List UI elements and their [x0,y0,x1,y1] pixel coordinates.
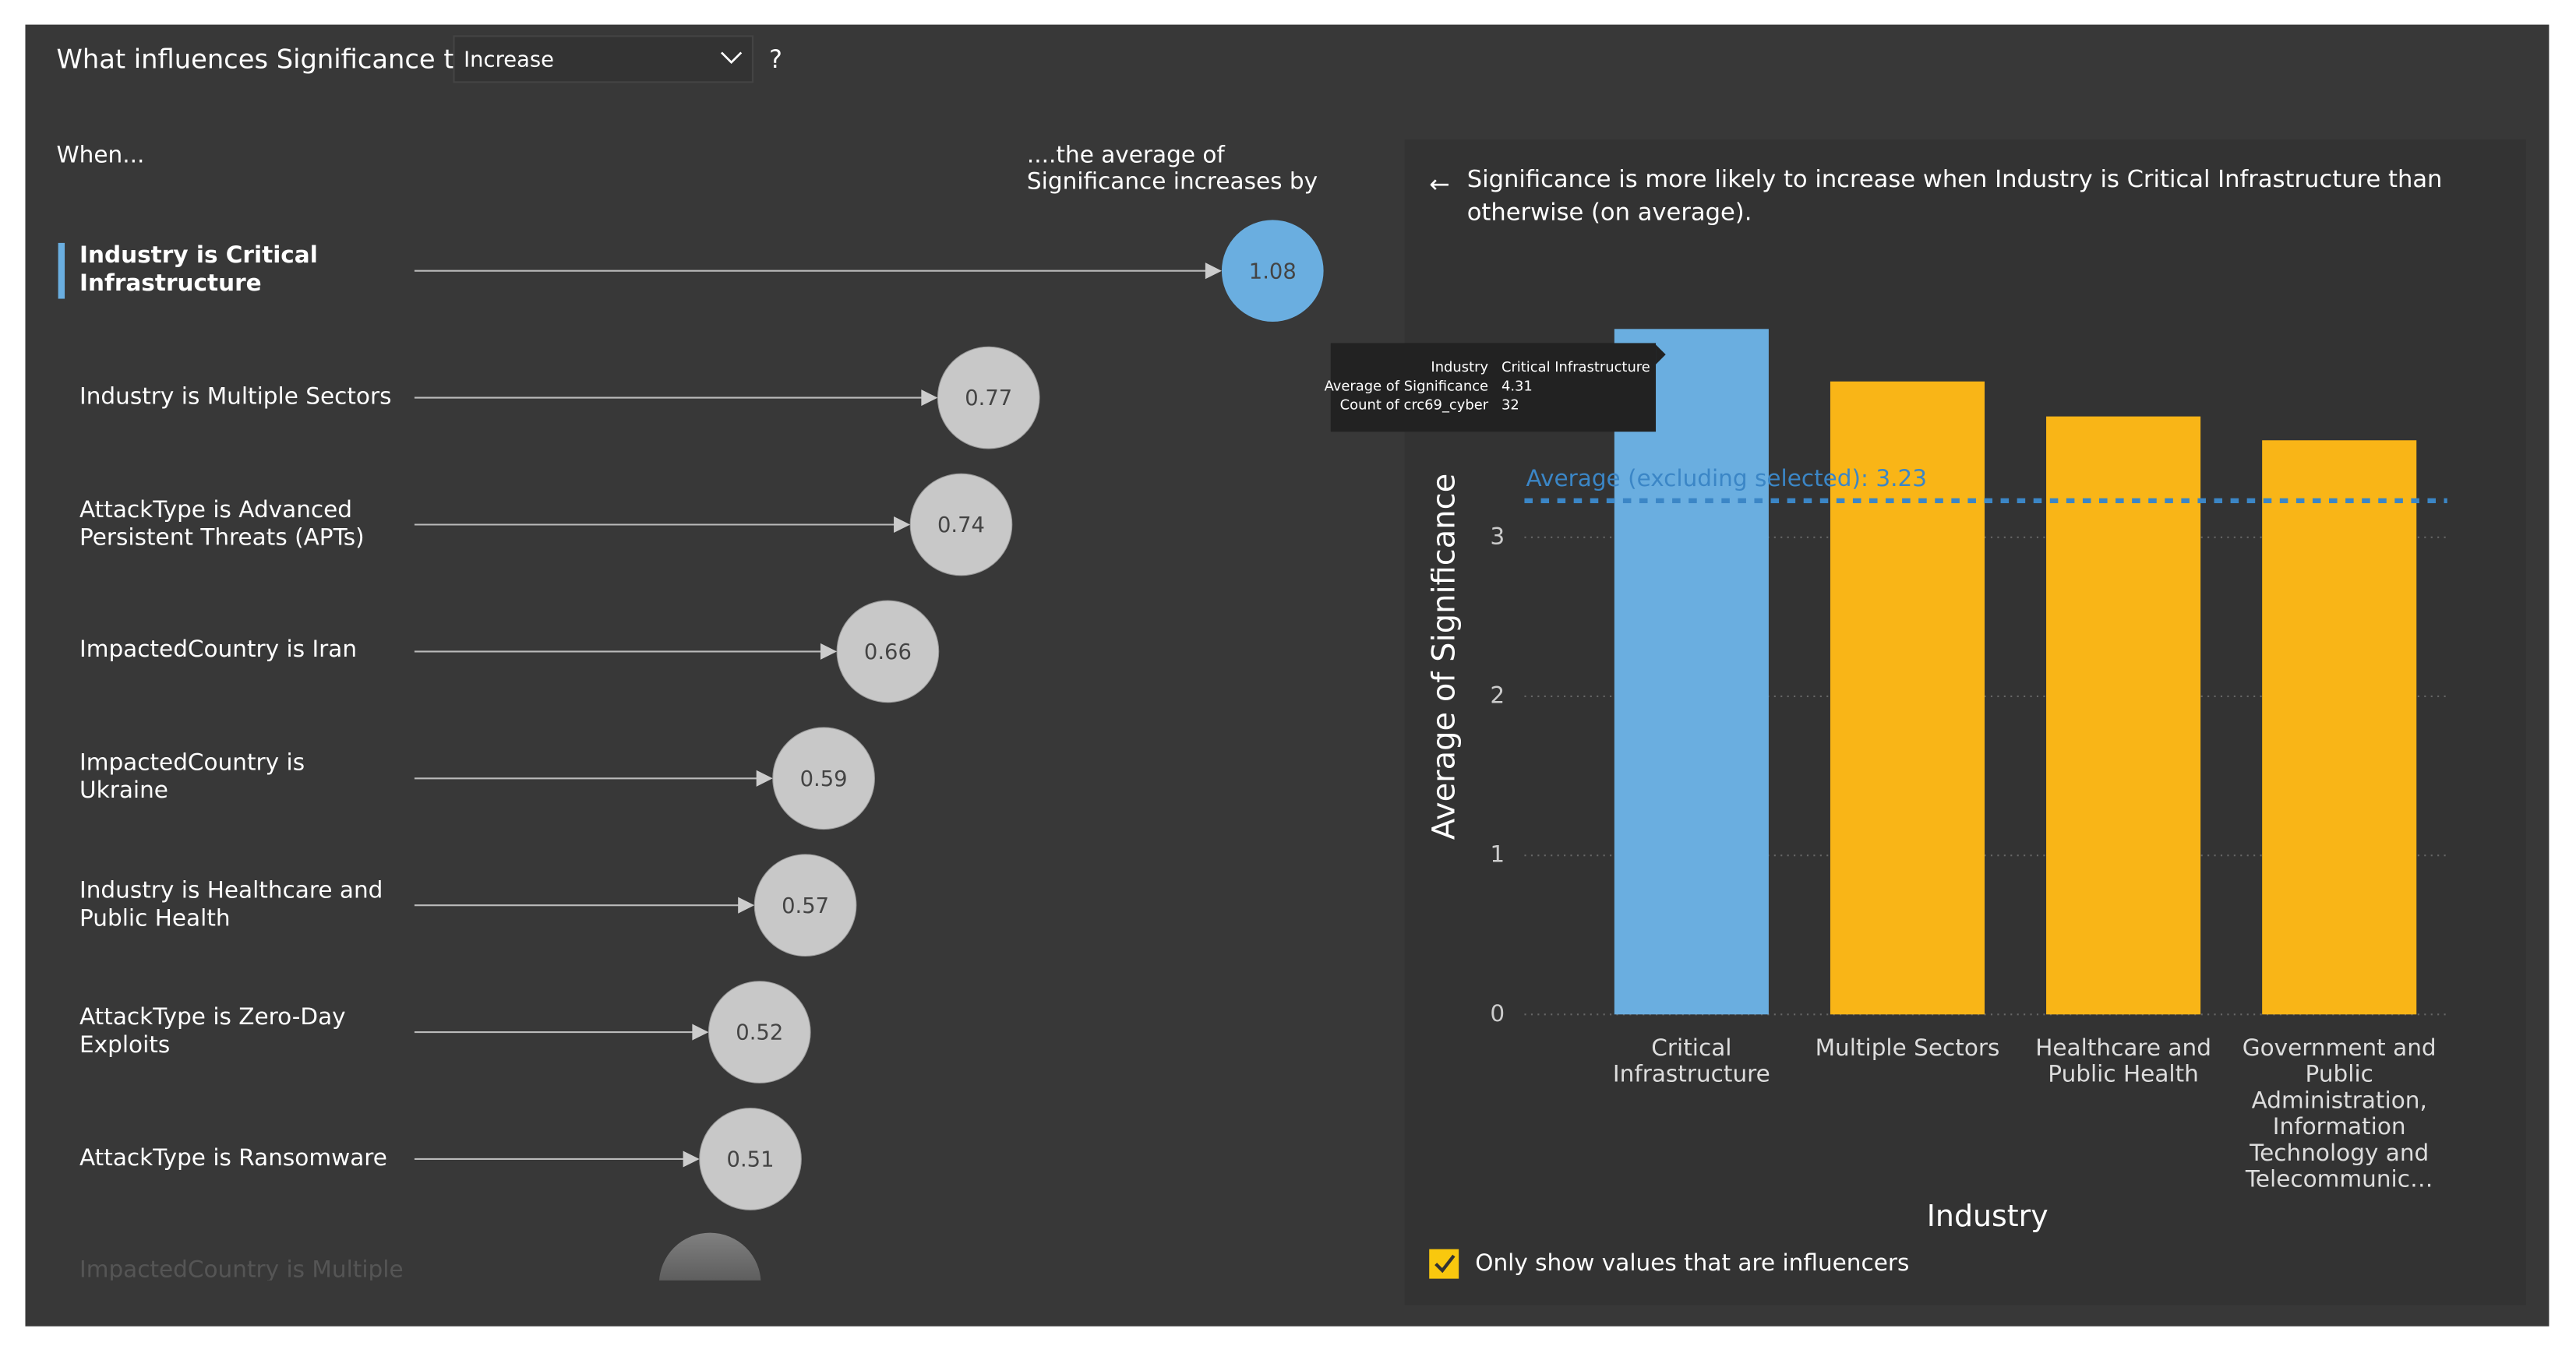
checkbox-label[interactable]: Only show values that are influencers [1475,1249,1909,1276]
influencer-label: ImpactedCountry is Ukraine [79,750,305,805]
dropdown[interactable] [453,35,754,83]
influencer-label: AttackType is Zero-Day Exploits [79,1004,346,1059]
checkbox[interactable] [1429,1249,1459,1279]
arrow-head [692,1024,709,1041]
y-tick-label: 2 [1490,682,1505,708]
influence-bubble [836,600,940,703]
header-prefix: What influences Significance to [57,44,471,74]
influence-value: 0.51 [727,1148,775,1172]
bar [2262,440,2417,1015]
selection-accent [58,242,65,299]
influencer-label-box: AttackType is Zero-Day Exploits [79,1004,346,1059]
influencer-label: ImpactedCountry is Iran [79,637,358,664]
arrow-head [820,643,838,660]
influencer-label: AttackType is Ransomware [79,1145,387,1172]
influence-value: 1.08 [1249,259,1297,284]
bar [1614,329,1769,1015]
tooltip-pointer [1656,344,1666,365]
influence-bubble [753,854,857,957]
faded-label: ImpactedCountry is Multiple [79,1256,404,1283]
y-axis-label: Average of Significance [1426,474,1462,840]
arrow-head [921,389,938,407]
faded-bubble [659,1232,761,1281]
tooltip-key: Count of crc69_cyber [1340,397,1489,414]
x-tick-label: Critical Infrastructure [1612,1035,1770,1089]
influence-bubble [708,981,811,1083]
influence-bubble [699,1108,802,1210]
influence-value: 0.66 [864,640,912,664]
influence-bubble [937,346,1040,449]
influencer-label-box: Industry is Multiple Sectors [79,383,392,410]
bar [1830,381,1985,1015]
x-tick-label: Government and Public Administration, In… [2242,1035,2437,1194]
bar [2046,416,2201,1015]
influence-value: 0.52 [736,1021,783,1045]
value-header: Significance increases by [1027,167,1318,194]
y-tick-label: 0 [1490,1000,1505,1027]
value-header: ....the average of [1027,142,1225,168]
header-suffix: ? [769,46,782,74]
influence-bubble [1221,220,1324,322]
influence-value: 0.74 [937,513,985,537]
influencer-label-box: Industry is Critical Infrastructure [79,242,318,298]
influencer-label-box: Industry is Healthcare and Public Health [79,877,383,932]
x-tick-label-box: Multiple Sectors [1815,1035,2000,1062]
x-tick-label: Healthcare and Public Health [2035,1035,2211,1089]
influence-bubble [772,727,875,830]
checkmark[interactable] [1434,1254,1456,1274]
influence-value: 0.77 [965,386,1012,410]
tooltip [1330,343,1657,432]
tooltip-value: Critical Infrastructure [1501,359,1650,375]
x-tick-label: Multiple Sectors [1815,1035,2000,1062]
back-icon[interactable]: ← [1429,171,1449,199]
x-tick-label-box: Government and Public Administration, In… [2242,1035,2437,1194]
when-label: When... [57,142,145,168]
influence-bubble [909,473,1013,576]
x-tick-label-box: Critical Infrastructure [1612,1035,1770,1089]
dropdown-value[interactable]: Increase [464,48,554,72]
influencer-label-box: ImpactedCountry is Iran [79,637,358,664]
influencer-label: Industry is Critical Infrastructure [79,242,318,298]
influencer-label: AttackType is Advanced Persistent Threat… [79,496,365,551]
influence-value: 0.57 [782,894,829,918]
x-axis-label: Industry [1927,1199,2048,1233]
y-tick-label: 1 [1490,841,1505,868]
influencer-label: Industry is Healthcare and Public Health [79,877,383,932]
x-tick-label-box: Healthcare and Public Health [2035,1035,2211,1089]
influencer-label: Industry is Multiple Sectors [79,383,392,410]
influencer-label-box: AttackType is Ransomware [79,1145,387,1172]
tooltip-key: Industry [1431,359,1488,375]
arrow-head [738,897,755,914]
tooltip-key: Average of Significance [1325,378,1489,394]
influence-value: 0.59 [800,767,848,791]
influencer-label-box: AttackType is Advanced Persistent Threat… [79,496,365,551]
description: Significance is more likely to increase … [1466,167,2443,227]
arrow-head [756,770,773,787]
tooltip-value: 4.31 [1501,378,1533,394]
arrow-head [894,516,911,534]
tooltip-value: 32 [1501,397,1519,414]
arrow-head [1205,263,1222,280]
influencer-label-box: ImpactedCountry is Ukraine [79,750,305,805]
arrow-head [683,1150,700,1168]
y-tick-label: 3 [1490,523,1505,549]
description-box: Significance is more likely to increase … [1466,167,2443,227]
chevron[interactable] [721,51,743,65]
reference-label: Average (excluding selected): 3.23 [1526,465,1927,492]
